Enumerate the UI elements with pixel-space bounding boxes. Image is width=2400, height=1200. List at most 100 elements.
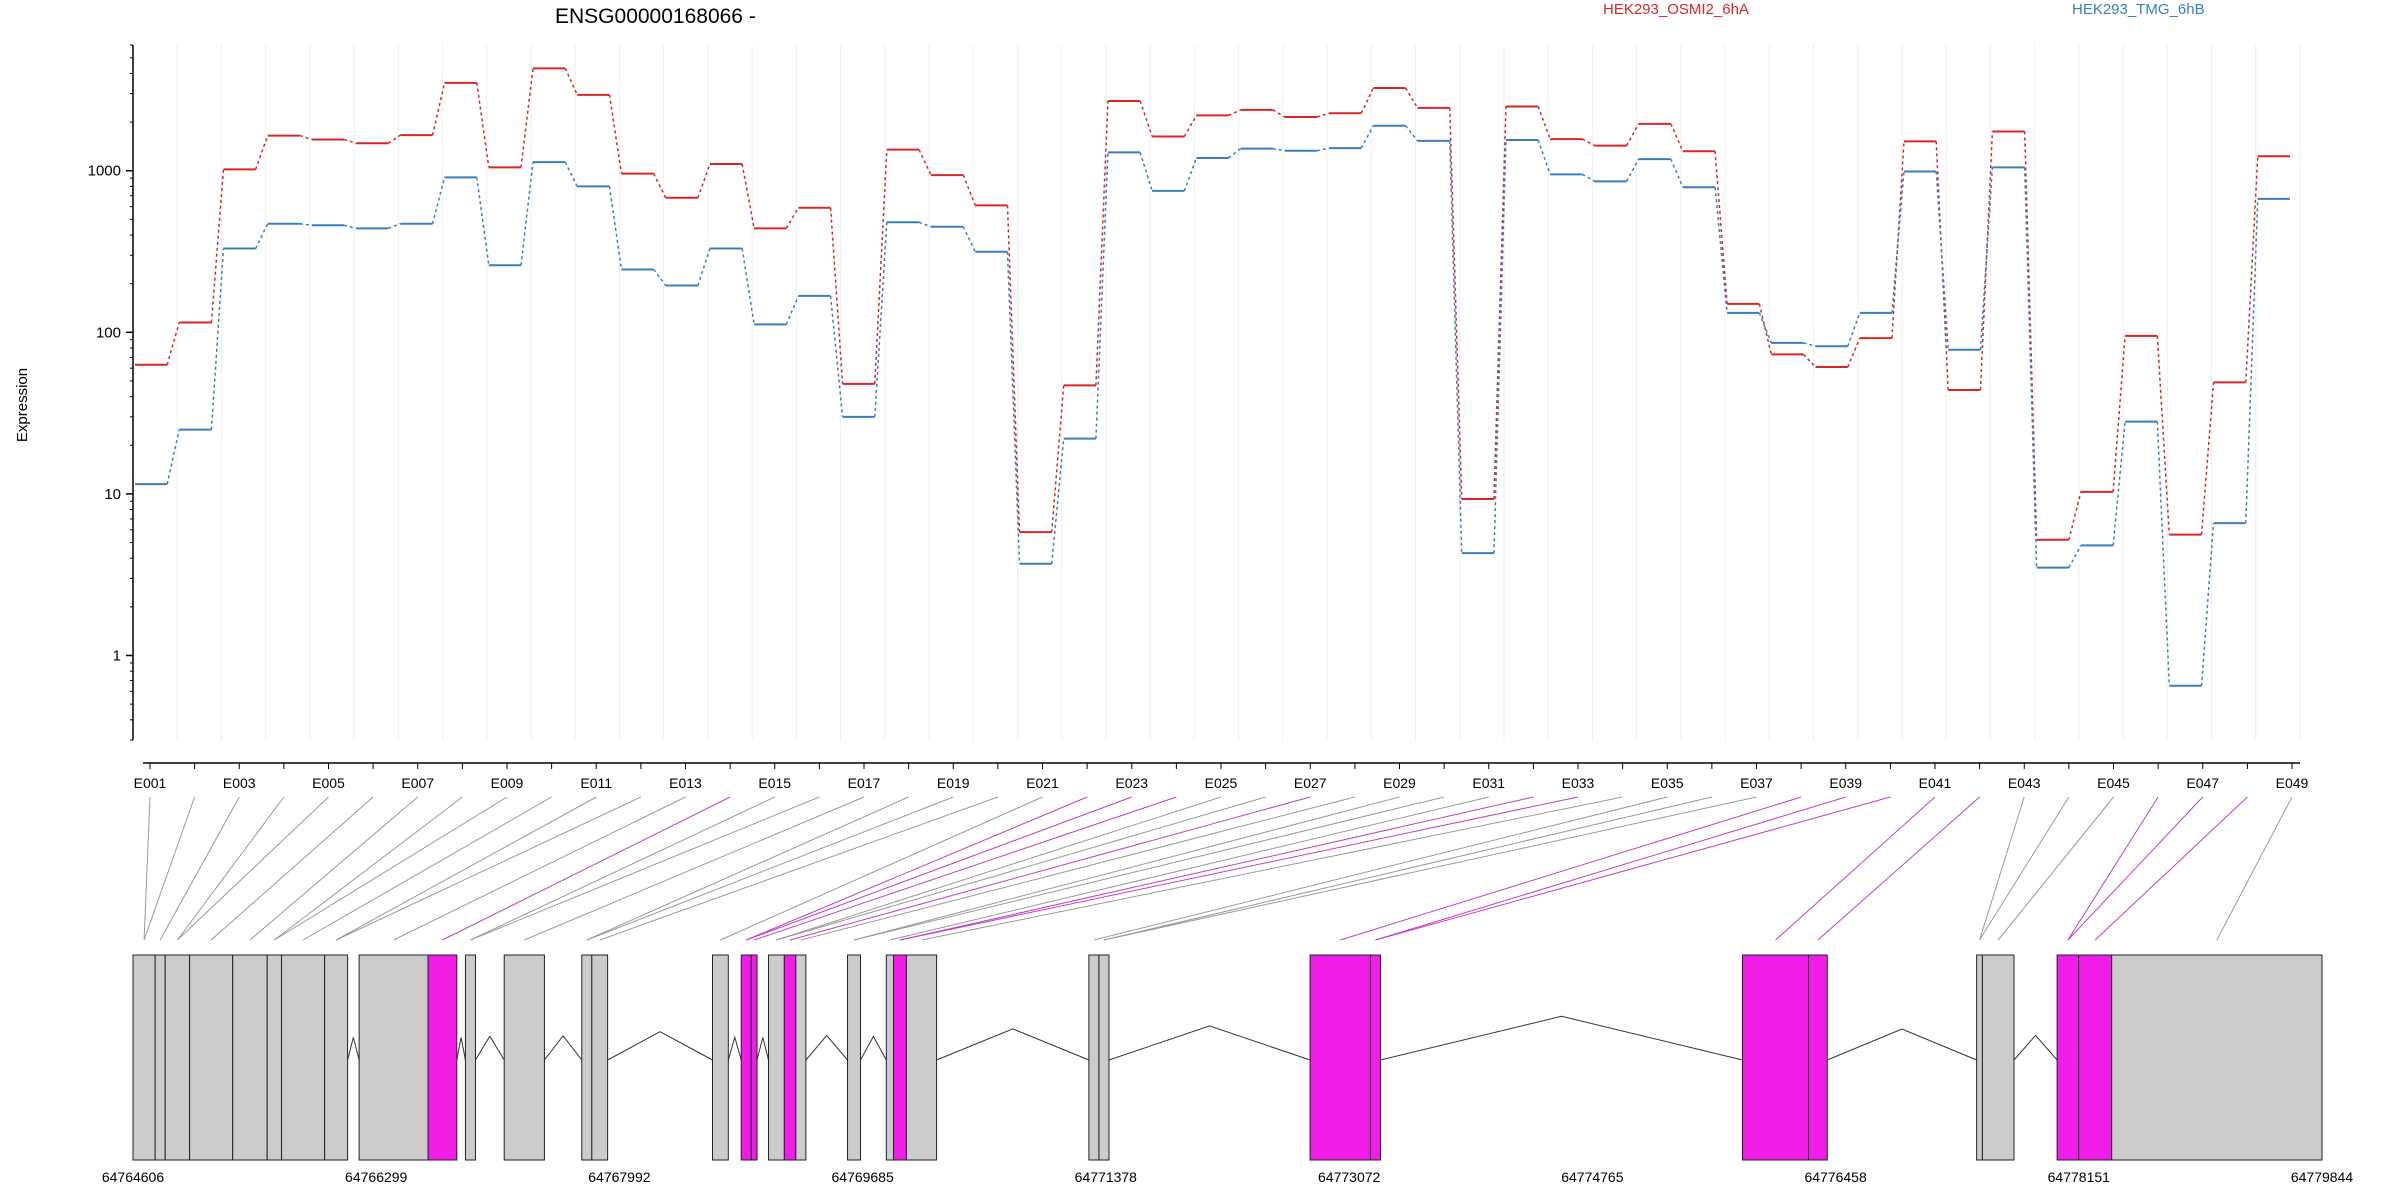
data-connector <box>1006 205 1021 533</box>
data-connector <box>874 222 888 417</box>
coordinate-label: 64764606 <box>102 1169 165 1185</box>
data-connector <box>2245 198 2259 524</box>
data-connector <box>1670 123 1684 152</box>
series-b <box>135 124 2290 687</box>
coordinate-label: 64778151 <box>2048 1169 2111 1185</box>
data-connector <box>476 82 490 168</box>
x-tick-label: E039 <box>1829 775 1862 791</box>
exon-block <box>281 954 326 1161</box>
data-connector <box>2156 421 2171 686</box>
coordinate-label: 64779844 <box>2291 1169 2354 1185</box>
exon-connector <box>1375 796 1891 941</box>
data-connector <box>1625 123 1640 147</box>
x-tick-label: E041 <box>1919 775 1952 791</box>
exon-connector <box>143 796 151 941</box>
exon-connector <box>586 796 954 941</box>
exon-block <box>795 954 807 1161</box>
data-connector <box>1537 139 1551 175</box>
exon-block <box>712 954 729 1161</box>
exon-block <box>885 954 895 1161</box>
data-connector <box>2023 167 2038 568</box>
intron <box>347 1037 360 1061</box>
data-connector <box>2112 421 2126 546</box>
data-connector <box>1139 100 1153 137</box>
exon-block <box>132 954 156 1161</box>
y-tick-label: 1 <box>113 648 121 665</box>
data-connector <box>1847 337 1861 368</box>
data-connector <box>1006 251 1021 564</box>
exon-block <box>358 954 429 1161</box>
x-tick-label: E015 <box>758 775 791 791</box>
exon-connector <box>176 796 285 941</box>
data-connector <box>564 161 578 187</box>
series-layer <box>135 67 2290 687</box>
exon-block <box>905 954 938 1161</box>
data-connector <box>210 248 225 430</box>
exon-connector <box>853 796 1445 941</box>
exon-connector <box>2067 796 2204 941</box>
exon-block <box>1309 954 1371 1161</box>
data-connector <box>1050 438 1065 564</box>
exon-connector <box>720 796 1043 941</box>
data-connector <box>1625 158 1640 182</box>
data-connector <box>1139 152 1153 192</box>
intron <box>544 1034 583 1061</box>
data-connector <box>741 163 755 229</box>
data-connector <box>387 134 401 144</box>
exon-connector <box>1817 796 1980 941</box>
intron <box>1108 1025 1311 1061</box>
data-connector <box>431 177 446 224</box>
legend-series-b: HEK293_TMG_6hB <box>2072 1 2205 18</box>
exon-connector <box>274 796 463 941</box>
exon-connector <box>177 796 329 941</box>
series-a <box>135 67 2290 541</box>
x-tick-label: E033 <box>1562 775 1595 791</box>
exon-block <box>503 954 545 1161</box>
coordinate-label: 64774765 <box>1561 1169 1624 1185</box>
exon-connector <box>1375 796 1846 941</box>
intron <box>727 1035 742 1061</box>
exon-block <box>591 954 609 1161</box>
data-connector <box>1316 147 1330 152</box>
data-connector <box>1582 138 1595 147</box>
exon-block <box>1981 954 2015 1161</box>
exon-block <box>464 954 476 1161</box>
exon-block <box>2111 954 2323 1161</box>
data-connector <box>431 82 446 136</box>
x-tick-label: E009 <box>491 775 524 791</box>
x-tick-label: E043 <box>2008 775 2041 791</box>
data-connector <box>1714 151 1728 304</box>
data-connector <box>2023 131 2038 540</box>
data-connector <box>608 186 623 270</box>
coordinate-label: 64771378 <box>1075 1169 1138 1185</box>
exon-connector <box>1103 796 1712 941</box>
data-connector <box>2200 382 2215 535</box>
coordinate-label: 64769685 <box>831 1169 894 1185</box>
exon-block <box>1098 954 1110 1161</box>
exon-connector <box>753 796 1177 941</box>
exon-connector <box>1093 796 1668 941</box>
exon-block <box>783 954 797 1161</box>
exon-connector <box>789 796 1311 941</box>
exon-connector <box>599 796 999 941</box>
x-tick-label: E007 <box>401 775 434 791</box>
x-tick-label: E047 <box>2186 775 2219 791</box>
x-tick-label: E021 <box>1026 775 1059 791</box>
data-connector <box>1360 125 1374 149</box>
data-connector <box>299 222 312 226</box>
data-connector <box>1758 303 1773 355</box>
data-connector <box>2112 335 2126 492</box>
exon-block <box>164 954 191 1161</box>
data-connector <box>697 248 711 286</box>
x-tick-label: E029 <box>1383 775 1416 791</box>
data-connector <box>1183 115 1198 137</box>
exon-block <box>740 954 752 1161</box>
exon-block <box>847 954 861 1161</box>
coordinate-label: 64767992 <box>588 1169 651 1185</box>
exon-connector <box>442 796 731 941</box>
intron <box>2013 1034 2058 1061</box>
exon-connector <box>1979 796 2025 941</box>
chart-title: ENSG00000168066 - <box>555 5 756 28</box>
exon-block <box>232 954 268 1161</box>
